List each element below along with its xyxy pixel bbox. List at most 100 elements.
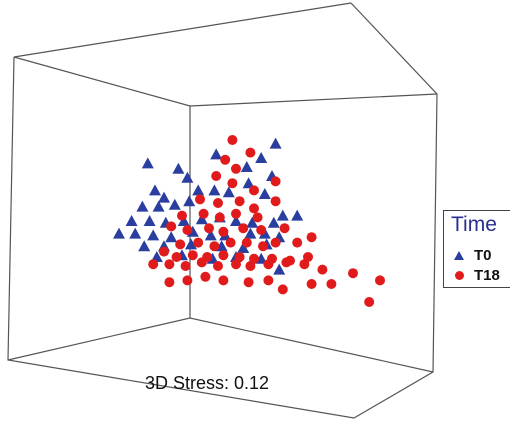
- point-t0-22: [143, 215, 156, 226]
- point-t0-31: [129, 227, 142, 239]
- point-t18-3: [231, 163, 241, 174]
- point-t18-0: [227, 135, 238, 145]
- point-t18-24: [256, 225, 267, 235]
- point-t0-37: [244, 227, 257, 239]
- point-t0-35: [204, 229, 217, 241]
- point-t18-34: [159, 246, 169, 257]
- point-t18-25: [270, 237, 281, 248]
- point-t18-26: [292, 237, 303, 248]
- point-t18-53: [299, 259, 310, 270]
- point-t18-2: [220, 154, 231, 165]
- point-t0-8: [192, 184, 205, 196]
- point-t18-46: [180, 261, 191, 271]
- legend-label-t0: T0: [474, 247, 492, 264]
- point-t18-45: [164, 259, 175, 270]
- point-t18-32: [241, 237, 252, 248]
- point-t18-49: [231, 259, 241, 270]
- point-t18-66: [263, 275, 274, 286]
- legend-item-t18: T18: [452, 267, 500, 284]
- point-t18-54: [317, 264, 328, 275]
- point-t18-10: [234, 196, 245, 207]
- point-t18-64: [218, 275, 229, 286]
- point-t18-57: [364, 297, 375, 307]
- point-t0-18: [168, 198, 181, 210]
- point-t18-12: [270, 196, 281, 207]
- point-t0-12: [158, 191, 170, 203]
- point-t0-17: [152, 200, 165, 212]
- point-t0-5: [240, 161, 253, 172]
- point-t18-29: [193, 237, 204, 248]
- point-t18-19: [166, 221, 177, 232]
- point-t0-15: [222, 186, 235, 198]
- point-t18-13: [177, 210, 187, 221]
- point-t18-7: [270, 176, 281, 187]
- point-t18-58: [326, 279, 337, 289]
- point-t18-63: [200, 271, 211, 282]
- point-t18-56: [375, 275, 385, 286]
- legend: Time T0 T18: [443, 210, 510, 288]
- point-t18-44: [148, 259, 159, 270]
- stress-annotation: 3D Stress: 0.12: [145, 373, 270, 393]
- point-t18-6: [249, 185, 259, 196]
- point-t18-11: [249, 203, 259, 214]
- point-t18-21: [204, 223, 214, 234]
- point-t0-32: [147, 229, 160, 241]
- point-t18-18: [279, 223, 290, 234]
- point-t18-51: [263, 259, 274, 270]
- point-t18-4: [211, 171, 222, 181]
- point-t0-9: [242, 177, 255, 189]
- point-t0-13: [183, 195, 196, 207]
- point-t0-14: [208, 184, 221, 196]
- cube-top-back-edge: [13, 2, 352, 58]
- point-t0-0: [210, 148, 223, 160]
- point-t18-35: [171, 252, 182, 262]
- cube-outer-edge: [7, 2, 438, 419]
- point-t18-1: [245, 147, 256, 158]
- point-t18-27: [306, 232, 317, 243]
- point-t18-31: [225, 237, 236, 248]
- point-t0-44: [237, 242, 250, 253]
- cube-frame: [7, 2, 438, 419]
- point-t0-24: [177, 215, 190, 226]
- point-t18-16: [231, 208, 241, 219]
- point-t0-29: [267, 216, 280, 228]
- point-t18-5: [227, 178, 238, 189]
- point-t18-52: [281, 257, 292, 268]
- point-t0-51: [273, 263, 286, 275]
- point-t18-33: [258, 241, 268, 252]
- point-t18-50: [245, 261, 256, 271]
- point-t0-21: [125, 215, 138, 226]
- cube-bottom-back-edges: [7, 317, 434, 373]
- point-t18-28: [175, 239, 186, 250]
- point-t18-48: [213, 261, 223, 271]
- point-t0-40: [138, 240, 151, 252]
- point-t0-33: [165, 231, 178, 243]
- triangle-icon: [454, 251, 464, 260]
- point-t18-62: [182, 275, 193, 286]
- point-t0-7: [181, 171, 194, 183]
- data-points: [113, 135, 385, 307]
- cube-top-front-edges: [13, 56, 438, 107]
- point-t18-20: [182, 225, 193, 235]
- point-t0-11: [149, 184, 161, 196]
- point-t0-3: [141, 157, 154, 169]
- point-t18-23: [238, 223, 249, 234]
- point-t0-1: [255, 152, 268, 163]
- point-t18-65: [243, 277, 254, 288]
- point-t0-28: [246, 216, 259, 228]
- point-t18-61: [164, 277, 175, 288]
- point-t0-19: [276, 209, 289, 221]
- legend-title: Time: [451, 213, 497, 236]
- point-t18-9: [213, 198, 223, 208]
- point-t0-10: [258, 188, 271, 199]
- point-t18-47: [196, 257, 207, 268]
- point-t0-16: [136, 200, 149, 212]
- circle-icon: [454, 271, 464, 280]
- point-t18-30: [209, 241, 220, 252]
- point-t0-4: [172, 162, 185, 174]
- point-t18-22: [218, 226, 229, 237]
- point-t18-38: [218, 250, 229, 261]
- point-t0-27: [230, 215, 242, 226]
- point-t18-15: [214, 212, 225, 223]
